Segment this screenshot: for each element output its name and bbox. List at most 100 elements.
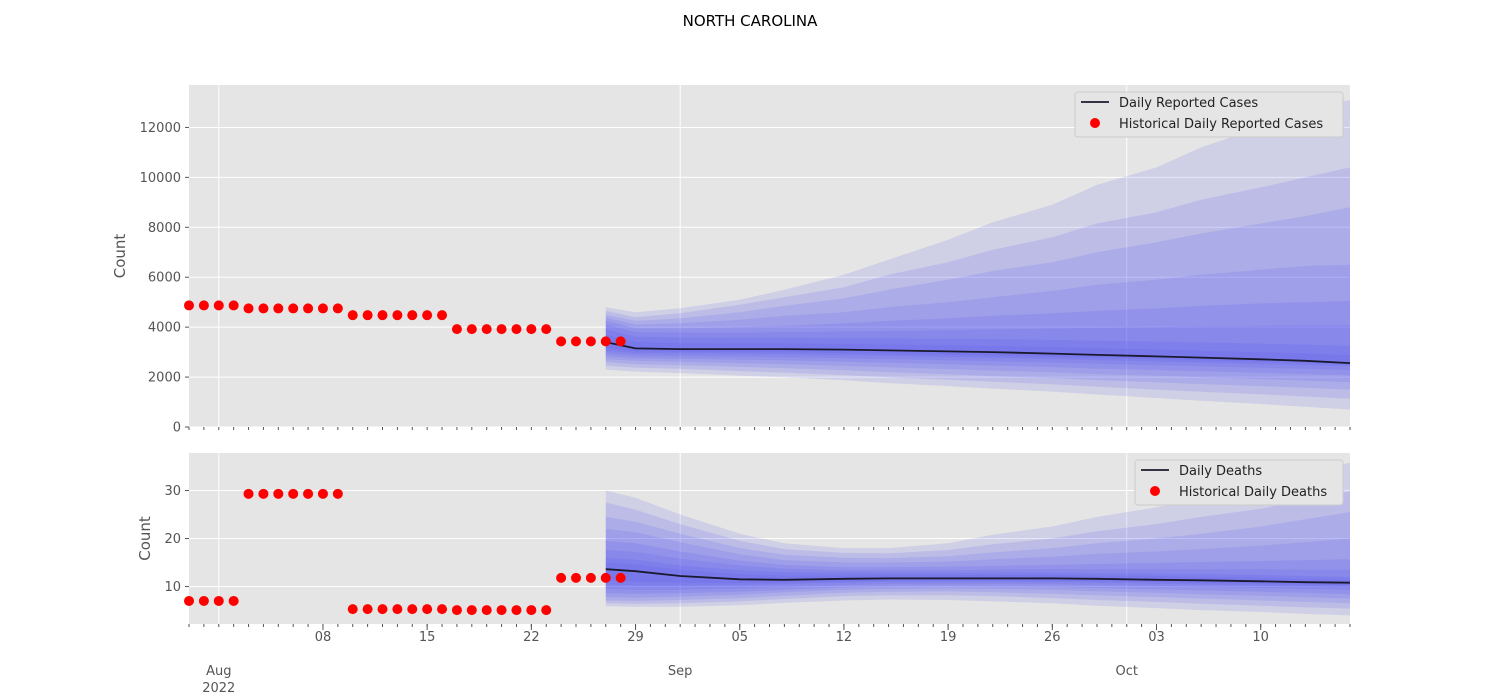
legend-label-forecast: Daily Deaths <box>1179 464 1262 479</box>
historical-point <box>213 300 224 311</box>
y-tick-label: 30 <box>164 484 181 499</box>
historical-point <box>585 572 596 583</box>
historical-point <box>347 310 358 321</box>
historical-point <box>541 605 552 616</box>
historical-point <box>481 605 492 616</box>
forecast-band-6 <box>605 324 1350 371</box>
legend: Daily Reported Cases Historical Daily Rep… <box>1074 91 1344 138</box>
x-tick-label: 22 <box>523 630 540 645</box>
historical-point <box>347 604 358 615</box>
historical-point <box>243 303 254 314</box>
legend-frame <box>1074 91 1344 138</box>
x-tick-label: 29 <box>627 630 644 645</box>
x-month-label: Aug <box>206 664 231 679</box>
y-tick-label: 4000 <box>148 321 181 336</box>
x-tick-label: 08 <box>315 630 332 645</box>
y-tick-label: 10 <box>164 580 181 595</box>
historical-point <box>556 336 567 347</box>
historical-point <box>198 595 209 606</box>
historical-point <box>184 595 194 606</box>
historical-point <box>481 324 492 335</box>
historical-point <box>184 300 194 311</box>
forecast-band-3 <box>605 207 1350 390</box>
historical-point <box>526 324 537 335</box>
historical-point <box>288 303 299 314</box>
x-year-label: 2022 <box>202 681 235 696</box>
historical-point <box>571 336 581 347</box>
historical-point <box>213 595 224 606</box>
historical-point <box>526 605 537 616</box>
historical-point <box>317 488 328 499</box>
x-tick-label: 15 <box>419 630 436 645</box>
legend-dot-swatch <box>1150 486 1160 496</box>
historical-point <box>615 572 626 583</box>
historical-point <box>496 324 507 335</box>
x-tick-label: 05 <box>731 630 748 645</box>
historical-point <box>556 572 567 583</box>
historical-point <box>228 300 239 311</box>
x-tick-label: 10 <box>1252 630 1269 645</box>
historical-point <box>437 310 448 321</box>
y-axis-label: Count <box>136 516 154 561</box>
legend-frame <box>1134 459 1344 506</box>
figure-title: NORTH CAROLINA <box>683 12 819 30</box>
historical-point <box>615 336 626 347</box>
historical-point <box>273 488 284 499</box>
historical-point <box>243 488 254 499</box>
historical-point <box>228 595 239 606</box>
plot-background <box>189 85 1350 427</box>
forecast-band-4 <box>605 264 1350 383</box>
forecast-band-5 <box>605 540 1350 595</box>
x-tick-label: 26 <box>1044 630 1061 645</box>
x-tick-label: 19 <box>940 630 957 645</box>
historical-point <box>407 604 418 615</box>
historical-point <box>451 324 462 335</box>
historical-point <box>317 303 328 314</box>
historical-point <box>273 303 284 314</box>
forecast-band-1 <box>605 462 1350 616</box>
historical-point <box>511 605 522 616</box>
historical-point <box>585 336 596 347</box>
forecast-median-line <box>605 568 1351 584</box>
historical-point <box>451 605 462 616</box>
deaths-panel: 10 20 30 Count Daily Deaths Historical Daily … <box>136 453 1351 627</box>
historical-point <box>392 604 403 615</box>
y-tick-label: 6000 <box>148 271 181 286</box>
historical-point <box>258 488 269 499</box>
y-tick-label: 10000 <box>140 171 181 186</box>
historical-point <box>600 572 611 583</box>
historical-point <box>392 310 403 321</box>
legend-label-forecast: Daily Reported Cases <box>1119 96 1258 111</box>
historical-point <box>303 303 314 314</box>
historical-point <box>303 488 314 499</box>
historical-point <box>288 488 299 499</box>
historical-point <box>437 604 448 615</box>
historical-point <box>511 324 522 335</box>
historical-point <box>362 310 373 321</box>
y-tick-label: 20 <box>164 532 181 547</box>
y-tick-label: 0 <box>173 421 181 436</box>
historical-point <box>496 605 507 616</box>
legend-label-historical: Historical Daily Deaths <box>1179 485 1327 500</box>
legend: Daily Deaths Historical Daily Deaths <box>1134 459 1344 506</box>
historical-point <box>466 605 477 616</box>
forecast-median-line <box>605 341 1351 364</box>
historical-point <box>258 303 269 314</box>
historical-point <box>541 324 552 335</box>
y-axis-label: Count <box>111 234 129 279</box>
x-month-label: Sep <box>668 664 693 679</box>
x-month-label: Oct <box>1115 664 1137 679</box>
historical-point <box>571 572 581 583</box>
historical-point <box>362 604 373 615</box>
forecast-band-1 <box>605 100 1350 410</box>
shared-x-axis: 08 15 22 29 05 12 19 26 03 10 Aug 2022 Sep Oct <box>202 624 1269 696</box>
y-tick-label: 12000 <box>140 121 181 136</box>
legend-label-historical: Historical Daily Reported Cases <box>1119 117 1323 132</box>
historical-point <box>600 336 611 347</box>
historical-point <box>377 604 388 615</box>
historical-point <box>466 324 477 335</box>
historical-point <box>422 310 433 321</box>
historical-point <box>377 310 388 321</box>
historical-point <box>422 604 433 615</box>
